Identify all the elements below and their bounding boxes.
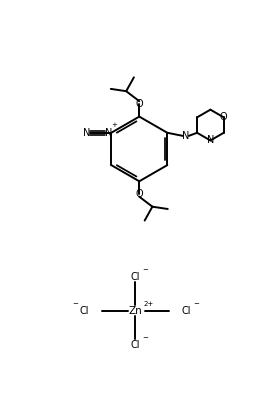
Text: 2+: 2+ bbox=[143, 301, 153, 307]
Text: −: − bbox=[193, 301, 199, 307]
Text: +: + bbox=[111, 122, 117, 128]
Text: Cl: Cl bbox=[182, 306, 191, 316]
Text: −: − bbox=[142, 335, 148, 341]
Text: N: N bbox=[182, 131, 189, 141]
Text: Cl: Cl bbox=[131, 272, 140, 282]
Text: Cl: Cl bbox=[80, 306, 89, 316]
Text: O: O bbox=[220, 112, 228, 123]
Text: Cl: Cl bbox=[131, 339, 140, 350]
Text: N: N bbox=[207, 136, 214, 145]
Text: O: O bbox=[135, 99, 143, 109]
Text: N: N bbox=[105, 128, 112, 138]
Text: Zn: Zn bbox=[128, 306, 142, 316]
Text: −: − bbox=[73, 301, 78, 307]
Text: O: O bbox=[135, 188, 143, 199]
Text: −: − bbox=[142, 267, 148, 273]
Text: N: N bbox=[83, 128, 90, 138]
